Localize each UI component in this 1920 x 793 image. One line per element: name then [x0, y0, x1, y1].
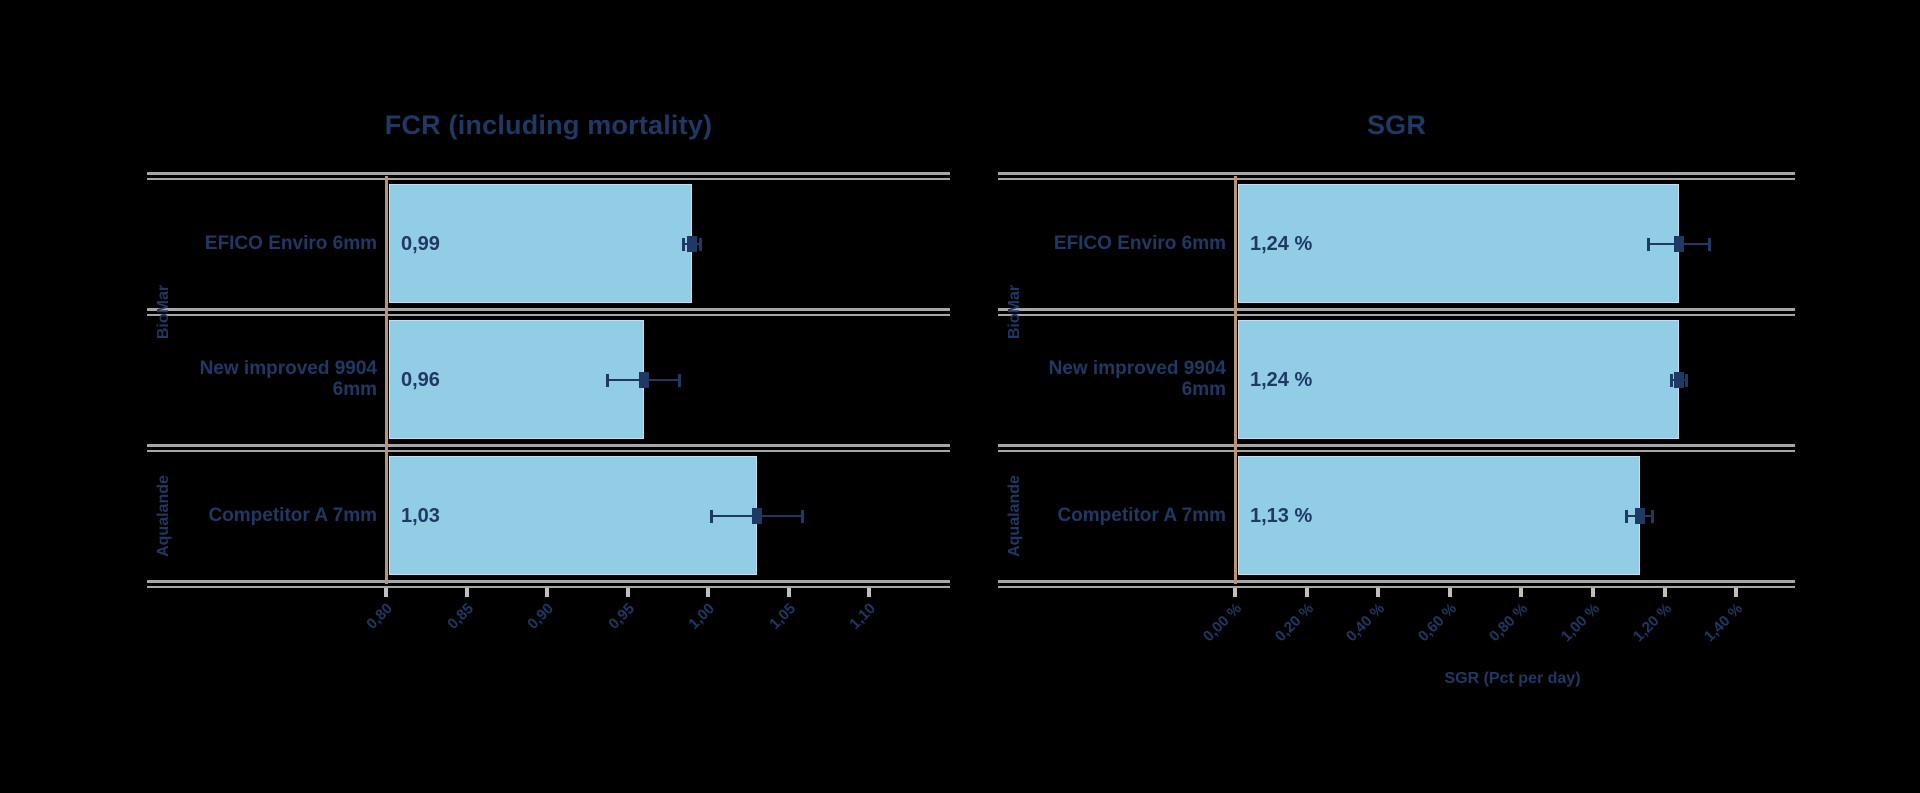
data-bar [389, 456, 757, 575]
x-axis-title: SGR (Pct per day) [1444, 670, 1581, 687]
axis-tick-label: 0,40 % [1343, 600, 1389, 646]
bar-value-label: 0,99 [401, 232, 440, 255]
axis-tick-mark [1519, 588, 1524, 597]
error-bar-marker [751, 508, 762, 524]
axis-tick-label: 0,80 [363, 600, 397, 633]
group-label-text: BioMar [155, 284, 173, 340]
value-axis-line [385, 176, 388, 584]
row-separator [147, 580, 950, 588]
group-label-text: Aqualande [155, 475, 173, 557]
axis-tick-label: 1,00 % [1558, 600, 1604, 646]
category-label: Competitor A 7mm [208, 504, 377, 526]
axis-tick-mark [545, 588, 550, 597]
axis-tick-label: 1,40 % [1701, 600, 1747, 646]
axis-tick-mark [1233, 588, 1237, 597]
row-separator [147, 308, 950, 316]
error-bar-cap-low [1646, 238, 1650, 251]
axis-tick-label: 0,85 [443, 600, 477, 633]
error-bar-cap-high [678, 374, 682, 387]
error-bar-cap-low [606, 374, 610, 387]
axis-tick-mark [706, 588, 711, 597]
data-bar [1238, 456, 1640, 575]
bar-value-label: 1,03 [401, 504, 440, 527]
error-bar-cap-low [1625, 510, 1629, 523]
axis-tick-label: 0,00 % [1199, 600, 1246, 646]
axis-tick-label: 0,80 % [1486, 600, 1532, 646]
axis-tick-mark [1734, 588, 1739, 597]
error-bar-marker [687, 236, 698, 252]
bar-value-label: 1,24 % [1250, 232, 1313, 255]
error-bar-marker [1674, 372, 1684, 388]
axis-tick-mark [1662, 588, 1667, 597]
error-bar-cap-high [699, 238, 703, 251]
row-separator [998, 172, 1795, 180]
axis-tick-mark [1447, 588, 1452, 597]
category-label: EFICO Enviro 6mm [204, 232, 377, 254]
sgr-chart: SGR BioMar Aqualande EFICO Enviro 6mm 1,24 … [998, 100, 1795, 740]
error-bar-cap-high [800, 510, 804, 523]
group-label-0: BioMar [998, 176, 1032, 448]
group-label-1: Aqualande [998, 448, 1032, 584]
error-bar-marker [1634, 508, 1645, 524]
error-bar-cap-high [1651, 510, 1655, 523]
axis-tick-mark [1304, 588, 1309, 597]
error-bar-cap-low [1669, 374, 1673, 387]
error-bar-cap-low [709, 510, 713, 523]
data-bar [1238, 184, 1679, 303]
group-label-0: BioMar [147, 176, 181, 448]
axis-tick-label: 1,00 [685, 600, 719, 633]
axis-tick-label: 1,20 % [1629, 600, 1675, 646]
fcr-chart-title: FCR (including mortality) [384, 110, 713, 140]
error-bar-marker [1674, 236, 1684, 252]
axis-tick-label: 0,60 % [1414, 600, 1460, 646]
axis-tick-mark [625, 588, 630, 597]
sgr-chart-title: SGR [1366, 110, 1427, 140]
data-bar [1238, 320, 1679, 439]
row-separator [147, 172, 950, 180]
axis-tick-mark [867, 588, 872, 597]
axis-tick-mark [384, 588, 388, 597]
group-label-text: Aqualande [1006, 475, 1024, 557]
category-label: New improved 9904 6mm [1048, 358, 1226, 400]
axis-tick-mark [786, 588, 791, 597]
category-label: New improved 9904 6mm [199, 358, 377, 400]
bar-value-label: 1,24 % [1250, 368, 1313, 391]
error-bar-cap-high [1685, 374, 1689, 387]
data-bar [389, 320, 644, 439]
axis-tick-label: 1,05 [766, 600, 799, 633]
group-label-text: BioMar [1006, 284, 1024, 340]
axis-tick-mark [1376, 588, 1381, 597]
bar-value-label: 1,13 % [1250, 504, 1313, 527]
value-axis-line [1234, 176, 1237, 584]
category-label: Competitor A 7mm [1057, 504, 1226, 526]
category-label: EFICO Enviro 6mm [1053, 232, 1226, 254]
error-bar-marker [638, 372, 649, 388]
error-bar-cap-low [682, 238, 686, 251]
row-separator [998, 444, 1795, 452]
fcr-chart: FCR (including mortality) BioMar Aqualand… [147, 100, 950, 740]
axis-tick-mark [464, 588, 469, 597]
axis-tick-label: 0,90 [524, 600, 558, 633]
bar-value-label: 0,96 [401, 368, 440, 391]
row-separator [998, 580, 1795, 588]
row-separator [998, 308, 1795, 316]
axis-tick-mark [1591, 588, 1596, 597]
row-separator [147, 444, 950, 452]
group-label-1: Aqualande [147, 448, 181, 584]
axis-tick-label: 1,10 [846, 600, 880, 633]
error-bar-cap-high [1708, 238, 1712, 251]
data-bar [389, 184, 693, 303]
axis-tick-label: 0,20 % [1271, 600, 1317, 646]
axis-tick-label: 0,95 [605, 600, 638, 633]
